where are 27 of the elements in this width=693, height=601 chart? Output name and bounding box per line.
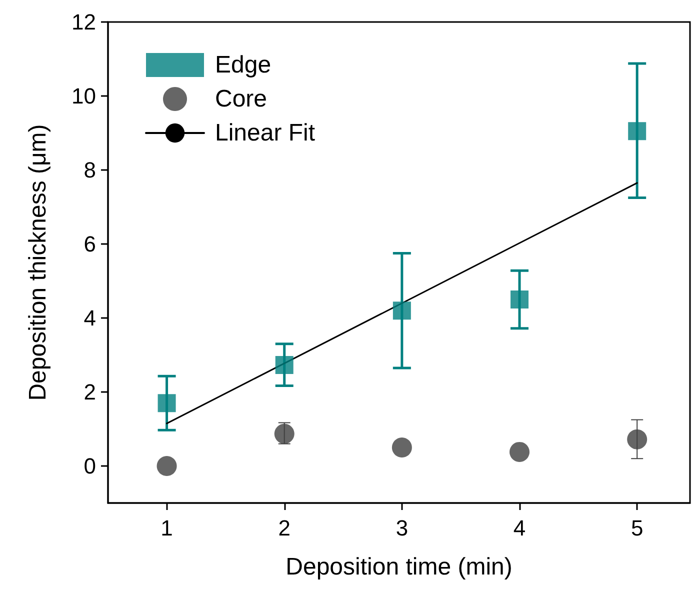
point xyxy=(158,394,176,412)
y-axis-title: Deposition thickness (μm) xyxy=(24,124,52,401)
y-tick-label: 12 xyxy=(72,10,96,34)
point xyxy=(392,438,412,458)
y-tick-label: 10 xyxy=(72,84,96,108)
y-tick-label: 6 xyxy=(84,232,96,256)
legend-label: Linear Fit xyxy=(215,120,316,146)
y-tick-label: 2 xyxy=(84,380,96,404)
point xyxy=(627,429,648,450)
legend-label: Edge xyxy=(215,52,272,78)
legend-label: Core xyxy=(215,86,268,112)
x-tick-label: 1 xyxy=(160,516,173,540)
x-axis-title: Deposition time (min) xyxy=(286,554,512,580)
y-tick-label: 4 xyxy=(84,306,96,330)
x-tick-label: 4 xyxy=(513,516,526,540)
y-tick-label: 0 xyxy=(84,454,96,478)
x-tick-label: 2 xyxy=(278,516,290,540)
y-tick-label: 8 xyxy=(84,158,96,182)
point xyxy=(392,302,411,320)
point xyxy=(274,424,294,444)
point xyxy=(510,442,530,462)
x-tick-label: 5 xyxy=(630,516,644,540)
x-tick-label: 3 xyxy=(396,516,408,540)
point xyxy=(510,290,529,308)
point xyxy=(156,456,177,476)
point xyxy=(628,122,646,140)
point xyxy=(275,356,294,374)
